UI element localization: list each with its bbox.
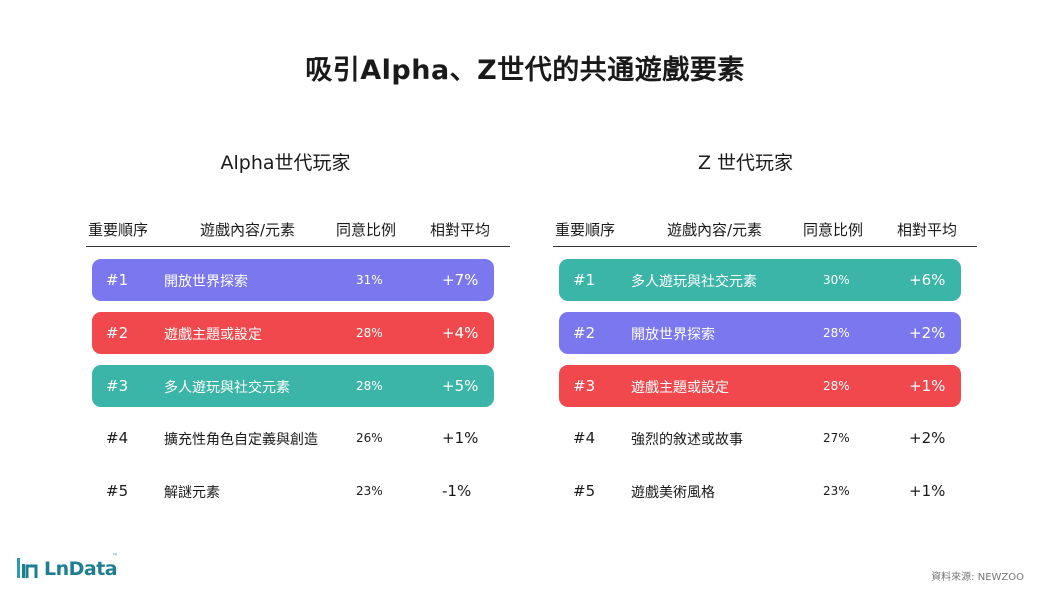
rel-cell: +5% bbox=[442, 377, 479, 395]
rank-cell: #2 bbox=[106, 324, 129, 342]
table-row: #5 遊戲美術風格 23% +1% bbox=[559, 470, 961, 512]
table-row: #3 遊戲主題或設定 28% +1% bbox=[559, 365, 961, 407]
rel-cell: +7% bbox=[442, 271, 479, 289]
logo-trademark: ™ bbox=[112, 553, 118, 560]
header-rank: 重要順序 bbox=[555, 221, 616, 239]
header-divider bbox=[553, 246, 977, 247]
item-cell: 開放世界探索 bbox=[164, 274, 248, 290]
logo-text: LnData bbox=[44, 558, 118, 580]
pct-cell: 26% bbox=[356, 431, 383, 445]
pct-cell: 28% bbox=[823, 379, 850, 393]
item-cell: 遊戲主題或設定 bbox=[164, 327, 262, 343]
rank-cell: #3 bbox=[573, 377, 596, 395]
header-rel: 相對平均 bbox=[897, 221, 958, 239]
table-row: #1 開放世界探索 31% +7% bbox=[92, 259, 494, 301]
lndata-logo: LnData ™ bbox=[16, 553, 126, 581]
rel-cell: +1% bbox=[442, 429, 479, 447]
panel-title: Alpha世代玩家 bbox=[220, 152, 351, 174]
rel-cell: +2% bbox=[909, 429, 946, 447]
rank-cell: #1 bbox=[106, 271, 129, 289]
rel-cell: +1% bbox=[909, 377, 946, 395]
rel-cell: -1% bbox=[442, 482, 472, 500]
rank-cell: #1 bbox=[573, 271, 596, 289]
item-cell: 擴充性角色自定義與創造 bbox=[164, 432, 318, 448]
item-cell: 多人遊玩與社交元素 bbox=[631, 274, 757, 290]
rank-cell: #5 bbox=[106, 482, 129, 500]
header-item: 遊戲內容/元素 bbox=[200, 221, 296, 239]
page-title: 吸引Alpha、Z世代的共通遊戲要素 bbox=[305, 55, 745, 86]
pct-cell: 27% bbox=[823, 431, 850, 445]
lndata-logo-icon bbox=[17, 558, 38, 578]
rel-cell: +6% bbox=[909, 271, 946, 289]
table-row: #1 多人遊玩與社交元素 30% +6% bbox=[559, 259, 961, 301]
z-panel: Z 世代玩家 重要順序 遊戲內容/元素 同意比例 相對平均 #1 多人遊玩與社交… bbox=[553, 140, 978, 510]
table-row: #2 開放世界探索 28% +2% bbox=[559, 312, 961, 354]
rel-cell: +1% bbox=[909, 482, 946, 500]
rel-cell: +2% bbox=[909, 324, 946, 342]
rank-cell: #2 bbox=[573, 324, 596, 342]
table-header: 重要順序 遊戲內容/元素 同意比例 相對平均 bbox=[553, 219, 978, 239]
item-cell: 解謎元素 bbox=[164, 485, 220, 501]
item-cell: 開放世界探索 bbox=[631, 327, 715, 343]
header-rank: 重要順序 bbox=[88, 221, 149, 239]
pct-cell: 28% bbox=[823, 326, 850, 340]
table-row: #2 遊戲主題或設定 28% +4% bbox=[92, 312, 494, 354]
table-row: #5 解謎元素 23% -1% bbox=[92, 470, 494, 512]
pct-cell: 28% bbox=[356, 326, 383, 340]
header-rel: 相對平均 bbox=[430, 221, 491, 239]
rank-cell: #4 bbox=[573, 429, 596, 447]
item-cell: 遊戲美術風格 bbox=[631, 485, 715, 501]
alpha-panel: Alpha世代玩家 重要順序 遊戲內容/元素 同意比例 相對平均 #1 開放世界… bbox=[86, 140, 511, 510]
rank-cell: #5 bbox=[573, 482, 596, 500]
rel-cell: +4% bbox=[442, 324, 479, 342]
header-pct: 同意比例 bbox=[336, 221, 397, 239]
table-row: #4 強烈的敘述或故事 27% +2% bbox=[559, 417, 961, 459]
header-pct: 同意比例 bbox=[803, 221, 864, 239]
pct-cell: 30% bbox=[823, 273, 850, 287]
pct-cell: 23% bbox=[356, 484, 383, 498]
rank-cell: #4 bbox=[106, 429, 129, 447]
panel-title: Z 世代玩家 bbox=[697, 152, 794, 174]
item-cell: 多人遊玩與社交元素 bbox=[164, 380, 290, 396]
source-note: 資料來源: NEWZOO bbox=[931, 572, 1024, 583]
table-row: #4 擴充性角色自定義與創造 26% +1% bbox=[92, 417, 494, 459]
rank-cell: #3 bbox=[106, 377, 129, 395]
header-divider bbox=[86, 246, 510, 247]
table-header: 重要順序 遊戲內容/元素 同意比例 相對平均 bbox=[86, 219, 511, 239]
pct-cell: 31% bbox=[356, 273, 383, 287]
header-item: 遊戲內容/元素 bbox=[667, 221, 763, 239]
item-cell: 強烈的敘述或故事 bbox=[631, 432, 743, 448]
pct-cell: 28% bbox=[356, 379, 383, 393]
pct-cell: 23% bbox=[823, 484, 850, 498]
item-cell: 遊戲主題或設定 bbox=[631, 380, 729, 396]
table-row: #3 多人遊玩與社交元素 28% +5% bbox=[92, 365, 494, 407]
